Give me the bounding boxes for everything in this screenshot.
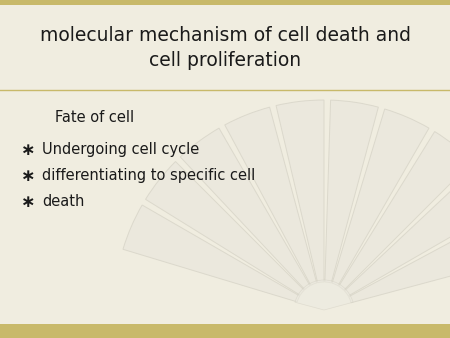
Wedge shape [295,280,353,310]
Wedge shape [123,205,300,302]
Text: Fate of cell: Fate of cell [55,110,134,125]
Wedge shape [180,128,310,290]
FancyBboxPatch shape [0,324,450,338]
Text: ∗: ∗ [21,193,35,211]
Wedge shape [276,100,324,283]
Wedge shape [225,107,317,285]
Wedge shape [332,109,429,286]
Text: differentiating to specific cell: differentiating to specific cell [42,168,255,183]
Wedge shape [349,211,450,303]
Text: Undergoing cell cycle: Undergoing cell cycle [42,142,199,157]
Wedge shape [145,162,304,295]
FancyBboxPatch shape [0,0,450,5]
Text: molecular mechanism of cell death and
cell proliferation: molecular mechanism of cell death and ce… [40,26,410,70]
Text: ∗: ∗ [21,167,35,185]
Text: ∗: ∗ [21,141,35,159]
Wedge shape [325,100,378,283]
Wedge shape [339,131,450,290]
Wedge shape [344,166,450,296]
Text: death: death [42,194,85,209]
